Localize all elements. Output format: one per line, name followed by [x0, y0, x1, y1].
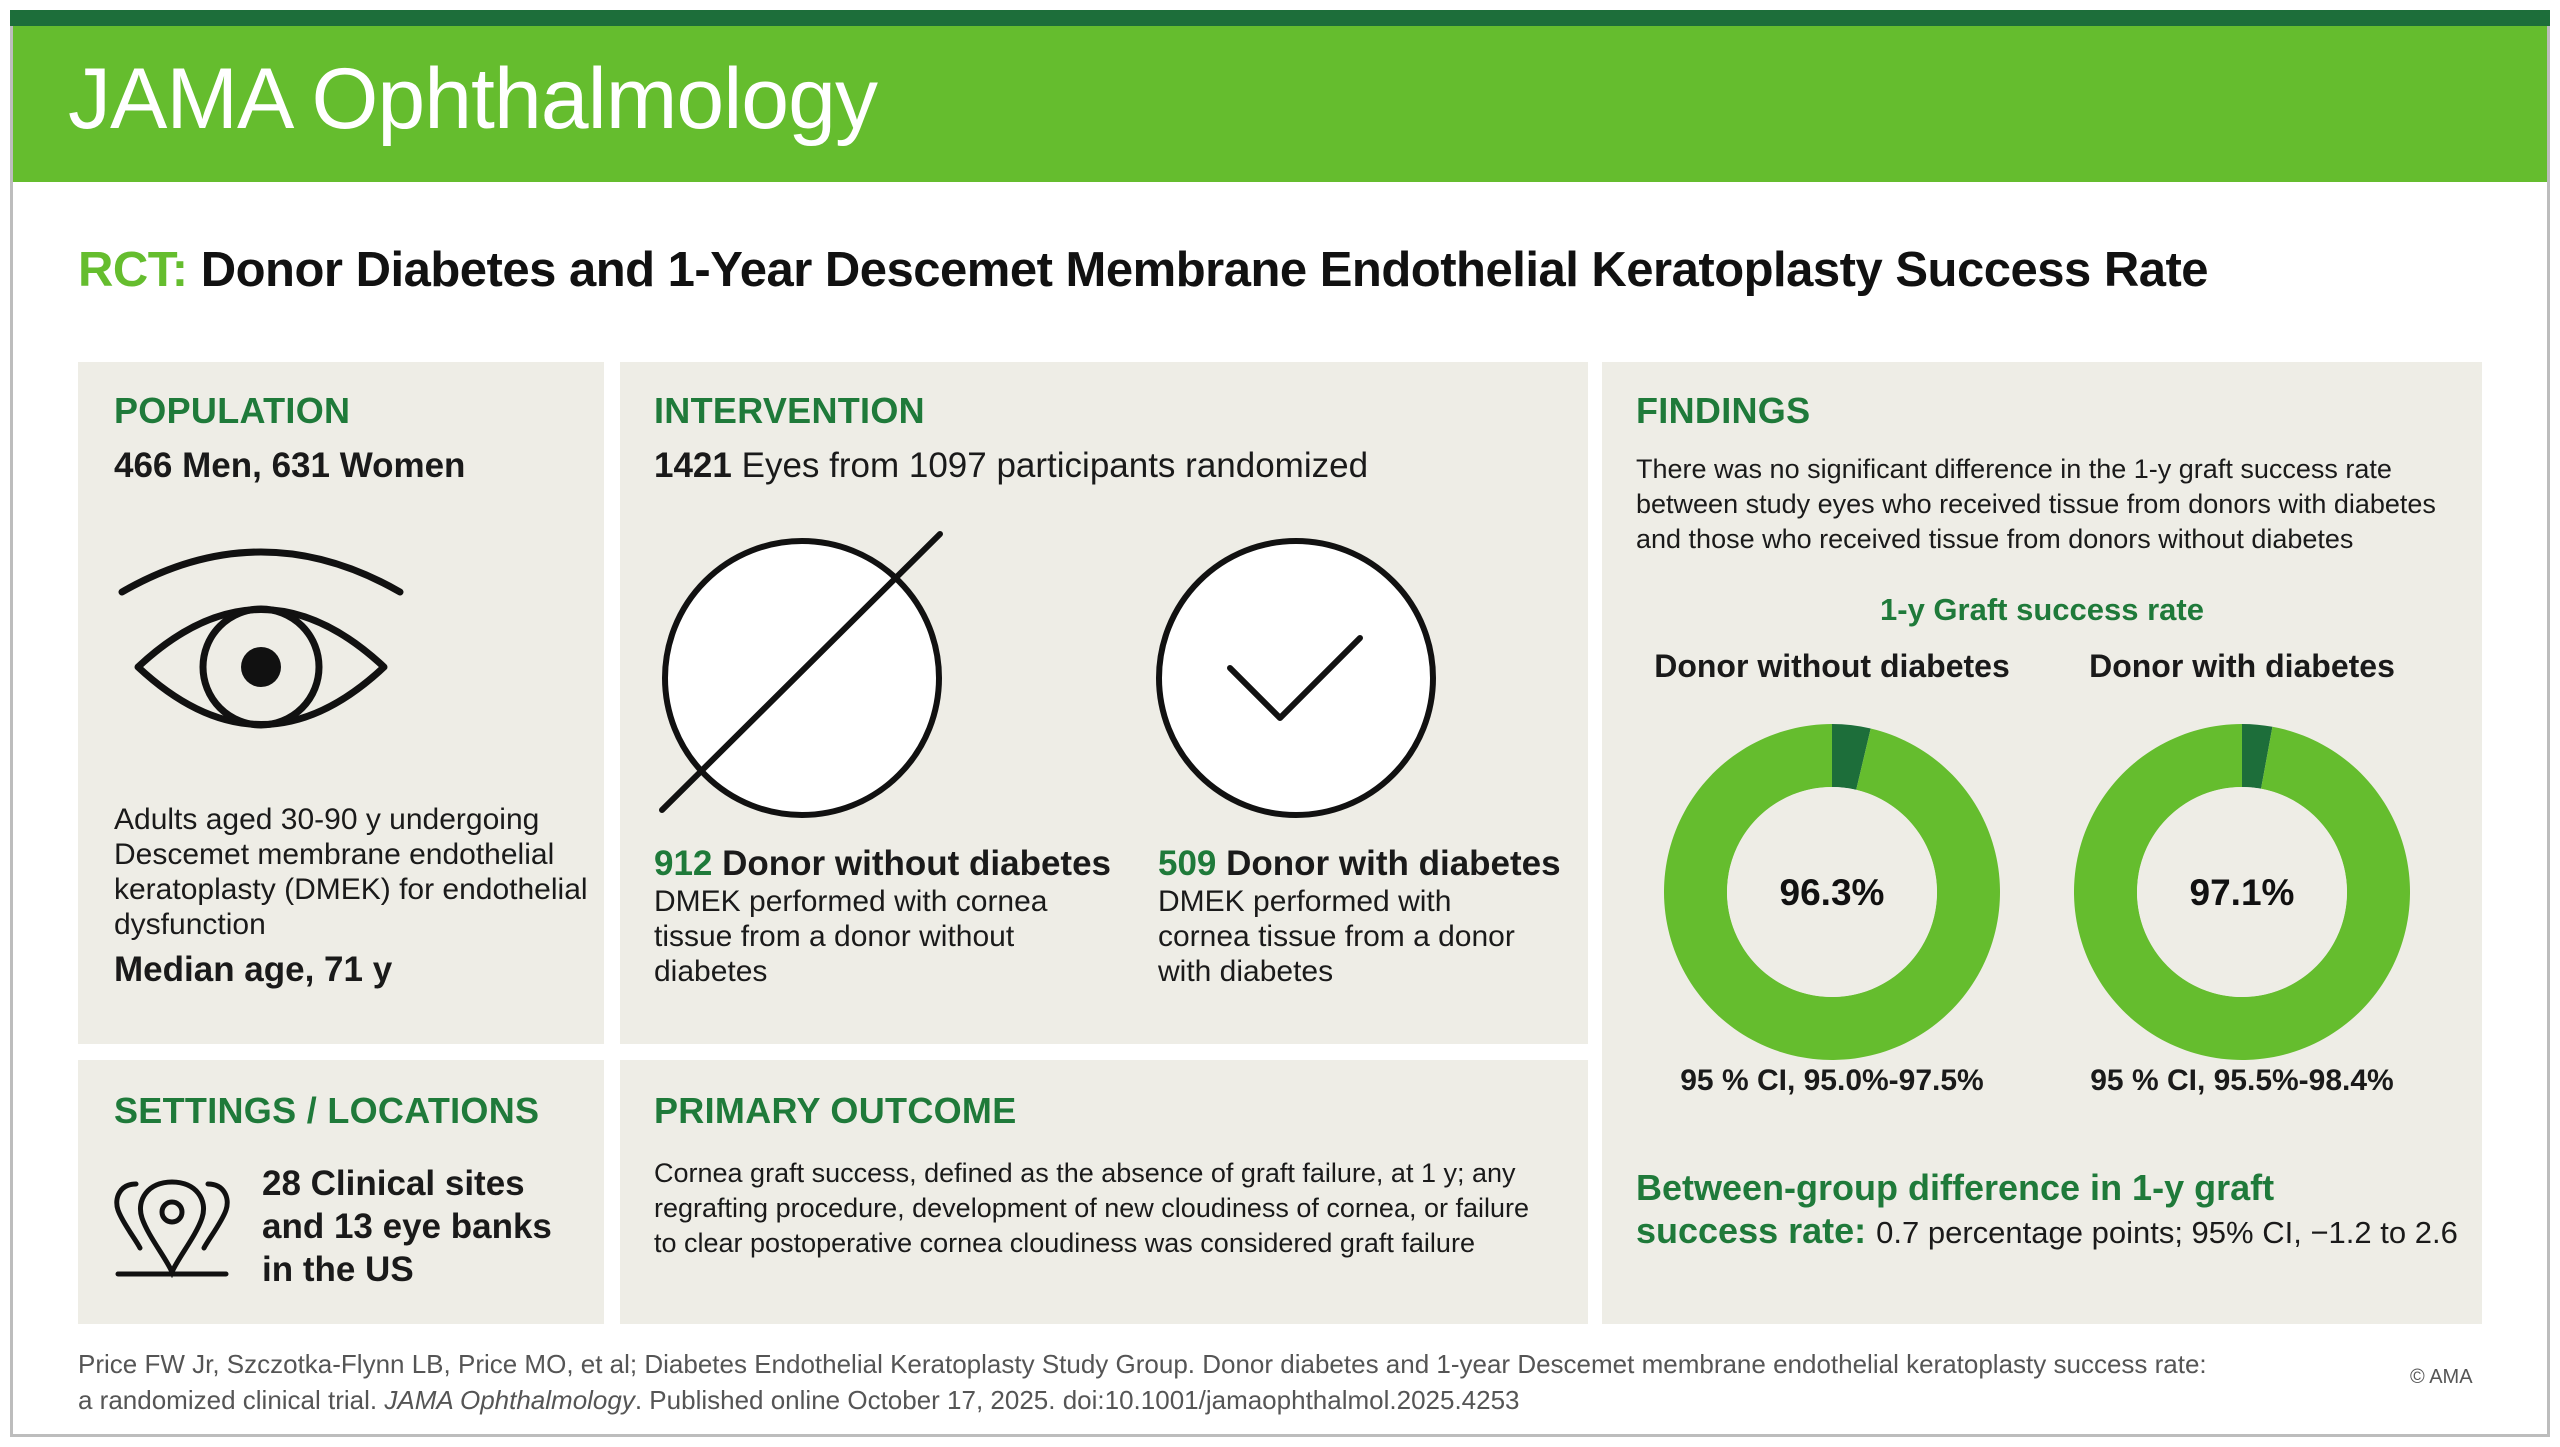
- findings-heading: FINDINGS: [1636, 390, 1811, 431]
- settings-text: 28 Clinical sites and 13 eye banks in th…: [262, 1164, 552, 1289]
- outcome-heading: PRIMARY OUTCOME: [654, 1090, 1017, 1131]
- between-group-difference: Between-group difference in 1-y graft su…: [1636, 1167, 2458, 1251]
- findings-panel: FINDINGS There was no significant differ…: [1602, 362, 2482, 1324]
- journal-name: JAMA Ophthalmology: [68, 51, 878, 147]
- arm-label: Donor without diabetes: [722, 844, 1112, 883]
- donut-percent-label-donor-without-diabetes: 96.3%: [1780, 872, 1885, 913]
- intervention-panel: INTERVENTION 1421 Eyes from 1097 partici…: [620, 362, 1588, 1044]
- arm-count: 509: [1158, 844, 1217, 883]
- intervention-heading: INTERVENTION: [654, 390, 925, 431]
- difference-label: Between-group difference in 1-y graft: [1636, 1167, 2275, 1208]
- location-pins-icon: [114, 1179, 230, 1278]
- title-text: Donor Diabetes and 1-Year Descemet Membr…: [200, 243, 2209, 297]
- donut-failure-slice-donor-with-diabetes: [2242, 724, 2273, 789]
- study-type-tag: RCT:: [78, 243, 188, 297]
- intervention-summary: 1421 Eyes from 1097 participants randomi…: [654, 446, 1369, 485]
- copyright: © AMA: [2410, 1366, 2473, 1388]
- arm-count: 912: [654, 844, 713, 883]
- donut-failure-slice-donor-without-diabetes: [1832, 724, 1871, 790]
- graft-success-donut-chart: 96.3% 97.1%: [1664, 724, 2410, 1060]
- primary-outcome-panel: PRIMARY OUTCOME Cornea graft success, de…: [620, 1060, 1588, 1324]
- eye-icon: [118, 548, 404, 729]
- median-age: Median age, 71 y: [114, 950, 393, 989]
- ci-with: 95 % CI, 95.5%-98.4%: [2090, 1064, 2394, 1097]
- chart-title: 1-y Graft success rate: [1880, 592, 2204, 627]
- donut-percent-label-donor-with-diabetes: 97.1%: [2190, 872, 2295, 913]
- no-symbol-icon: [659, 531, 943, 818]
- population-counts: 466 Men, 631 Women: [114, 446, 466, 485]
- donut-hole: [1727, 787, 1937, 997]
- settings-heading: SETTINGS / LOCATIONS: [114, 1090, 540, 1131]
- population-panel: POPULATION 466 Men, 631 Women Adults age…: [78, 362, 604, 1044]
- settings-panel: SETTINGS / LOCATIONS 28 Clinical sites a…: [78, 1060, 604, 1324]
- arm-with-diabetes: 509 Donor with diabetes DMEK performed w…: [1158, 844, 1561, 988]
- donut-success-slice-donor-without-diabetes: [1664, 724, 2000, 1060]
- population-heading: POPULATION: [114, 390, 351, 431]
- ci-without: 95 % CI, 95.0%-97.5%: [1680, 1064, 1984, 1097]
- journal-banner: [13, 26, 2547, 182]
- citation: Price FW Jr, Szczotka-Flynn LB, Price MO…: [78, 1349, 2207, 1415]
- top-accent-line: [10, 10, 2550, 26]
- checkmark-circle-icon: [1156, 538, 1436, 818]
- outcome-text: Cornea graft success, defined as the abs…: [654, 1158, 1530, 1258]
- donut-success-slice-donor-with-diabetes: [2074, 724, 2410, 1060]
- arm-without-diabetes: 912 Donor without diabetes DMEK performe…: [654, 844, 1112, 988]
- donut-label-without: Donor without diabetes: [1654, 648, 2010, 684]
- difference-value: 0.7 percentage points; 95% CI, −1.2 to 2…: [1876, 1215, 2458, 1250]
- population-description: Adults aged 30-90 y undergoing Descemet …: [114, 803, 588, 941]
- page-title: RCT: Donor Diabetes and 1-Year Descemet …: [78, 242, 2209, 298]
- donut-hole: [2137, 787, 2347, 997]
- findings-text: There was no significant difference in t…: [1636, 454, 2436, 554]
- donut-label-with: Donor with diabetes: [2089, 648, 2395, 684]
- arm-label: Donor with diabetes: [1226, 844, 1561, 883]
